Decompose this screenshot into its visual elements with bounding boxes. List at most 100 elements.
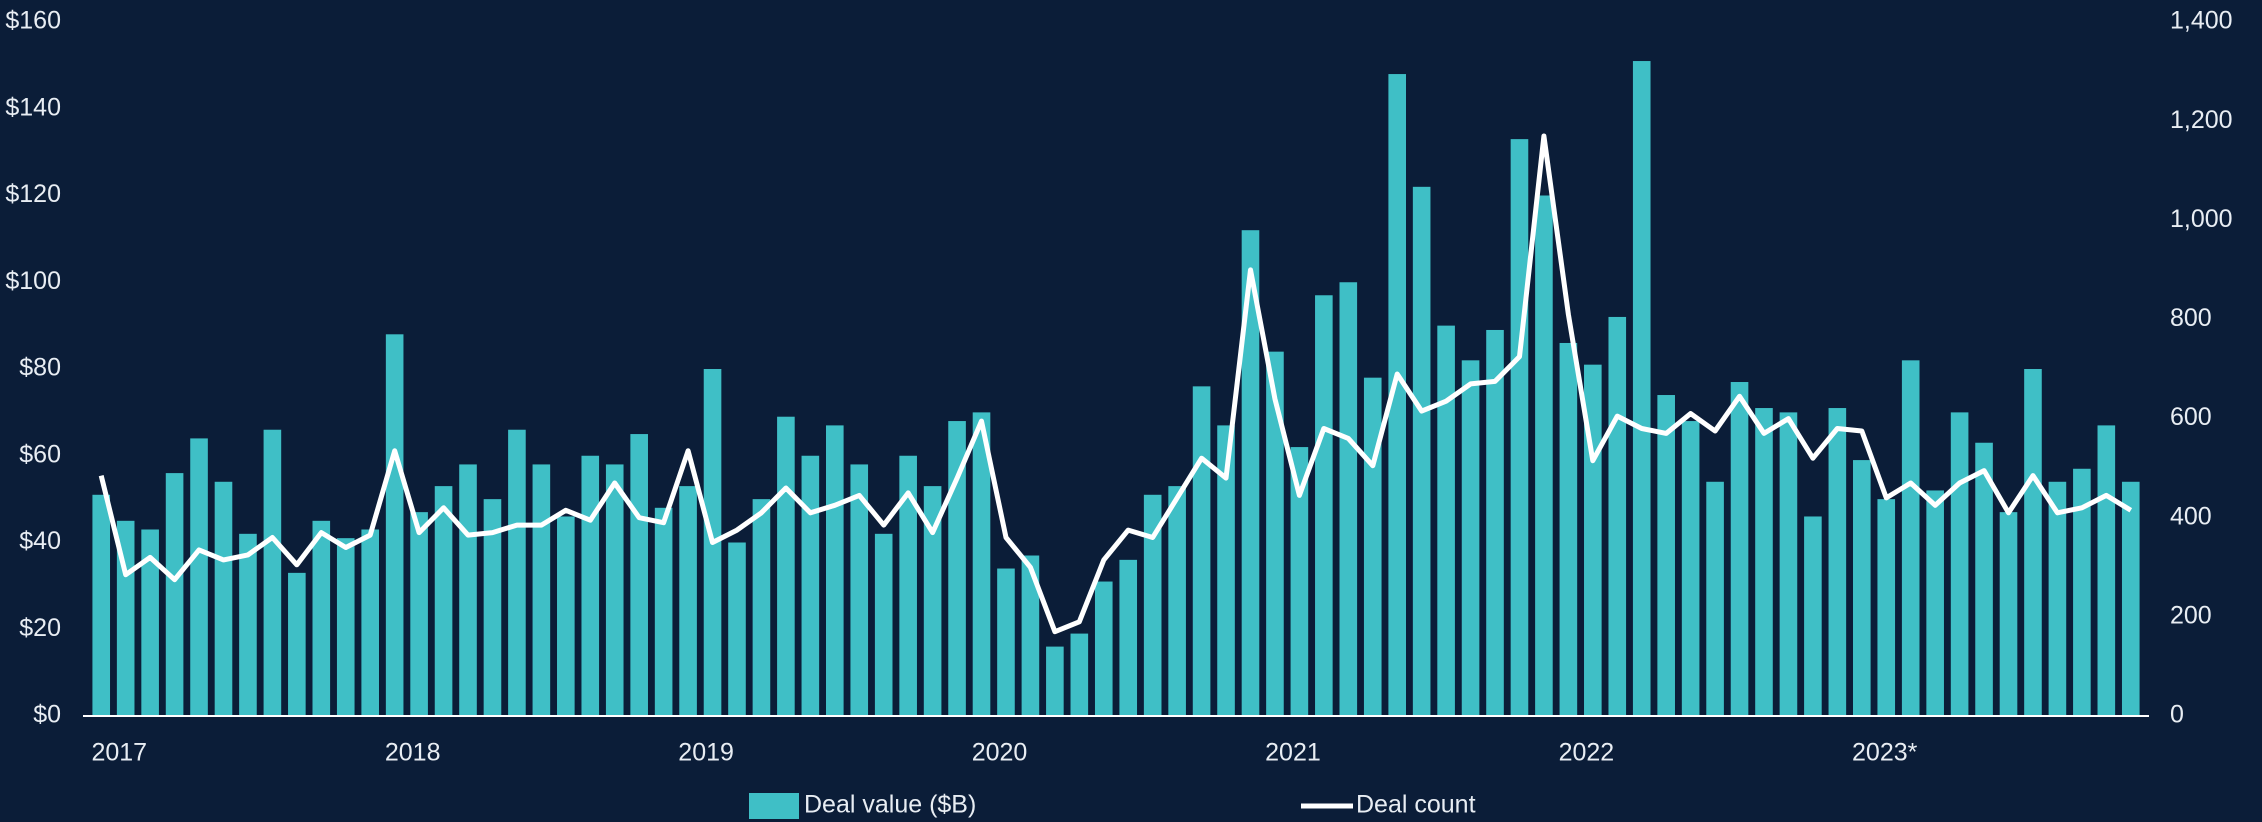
bar — [557, 516, 575, 716]
bar — [1901, 360, 1920, 716]
x-tick-label: 2019 — [678, 739, 734, 767]
bar — [1094, 581, 1113, 716]
bar — [288, 572, 306, 716]
bar — [410, 512, 428, 716]
x-tick-label: 2017 — [91, 739, 147, 767]
bar — [801, 455, 820, 716]
bar — [1241, 230, 1260, 716]
bar — [92, 494, 111, 716]
bar — [997, 568, 1015, 716]
bar — [2073, 468, 2091, 716]
bar — [1437, 325, 1455, 716]
x-tick-label: 2021 — [1265, 739, 1321, 767]
y2-tick-label: 1,200 — [2170, 106, 2233, 134]
bar — [361, 529, 380, 716]
bar — [214, 481, 233, 716]
bar — [752, 499, 771, 716]
bar — [728, 542, 746, 716]
x-tick-label: 2023* — [1852, 739, 1918, 767]
bar — [2121, 481, 2140, 716]
bar — [2097, 425, 2116, 716]
x-tick-label: 2018 — [385, 739, 441, 767]
bar — [679, 486, 697, 716]
bar — [1510, 139, 1529, 717]
bar — [1461, 360, 1480, 716]
bar — [385, 334, 404, 716]
y-tick-label: $60 — [19, 440, 61, 468]
bar — [850, 464, 869, 716]
bar — [1192, 386, 1211, 716]
bar — [239, 533, 257, 716]
x-tick-label: 2022 — [1559, 739, 1615, 767]
y2-tick-label: 0 — [2170, 701, 2184, 729]
bar — [777, 416, 795, 716]
bar — [1632, 61, 1651, 717]
bar — [1217, 425, 1235, 716]
bar — [654, 507, 673, 716]
legend-label: Deal count — [1356, 791, 1476, 819]
y2-tick-label: 400 — [2170, 502, 2212, 530]
bar — [1486, 329, 1504, 716]
bar — [825, 425, 844, 716]
bar — [1608, 316, 1627, 716]
bar — [1119, 559, 1138, 716]
bar — [165, 473, 184, 716]
bar — [923, 486, 942, 716]
y-tick-label: $40 — [19, 527, 61, 555]
bar — [1046, 646, 1064, 716]
bar — [1926, 490, 1944, 716]
bar — [1290, 447, 1309, 716]
bar — [1852, 460, 1871, 716]
y-tick-label: $80 — [19, 354, 61, 382]
bar — [1021, 555, 1040, 716]
bar — [899, 455, 917, 716]
y-tick-label: $140 — [5, 93, 61, 121]
bar — [1363, 377, 1382, 716]
bar — [532, 464, 551, 716]
x-tick-label: 2020 — [972, 739, 1028, 767]
bar — [263, 429, 282, 716]
y-tick-label: $120 — [5, 180, 61, 208]
bar — [190, 438, 208, 716]
bar — [1950, 412, 1969, 716]
y2-tick-label: 600 — [2170, 403, 2212, 431]
bar — [1412, 186, 1431, 716]
bar — [312, 520, 331, 716]
bar — [1315, 295, 1333, 716]
bar — [483, 499, 502, 716]
y-tick-label: $100 — [5, 267, 61, 295]
bar — [948, 421, 966, 716]
bar — [605, 464, 624, 716]
y2-tick-label: 200 — [2170, 601, 2212, 629]
line — [98, 133, 2133, 635]
bar — [1779, 412, 1798, 716]
y2-tick-label: 800 — [2170, 304, 2212, 332]
bar — [1070, 633, 1089, 716]
y-tick-label: $160 — [5, 7, 61, 35]
y-tick-label: $20 — [19, 614, 61, 642]
bar — [1999, 512, 2018, 716]
bar — [434, 486, 453, 716]
bar — [1266, 351, 1284, 716]
legend-label: Deal value ($B) — [804, 791, 976, 819]
bar — [1657, 395, 1675, 716]
bar — [1681, 421, 1700, 716]
bar — [336, 538, 355, 716]
bar — [1143, 494, 1162, 716]
bar — [1168, 486, 1186, 716]
bar — [1877, 499, 1896, 716]
bar — [1339, 282, 1358, 716]
bar — [1388, 74, 1407, 717]
bar — [1828, 408, 1847, 716]
bar — [1755, 408, 1773, 716]
bar — [2048, 481, 2067, 716]
bar — [581, 455, 600, 716]
y2-tick-label: 1,400 — [2170, 7, 2233, 35]
bar — [508, 429, 526, 716]
y2-tick-label: 1,000 — [2170, 205, 2233, 233]
bar — [141, 529, 159, 716]
bar — [1559, 342, 1578, 716]
bar — [1804, 516, 1822, 716]
y-tick-label: $0 — [33, 701, 61, 729]
